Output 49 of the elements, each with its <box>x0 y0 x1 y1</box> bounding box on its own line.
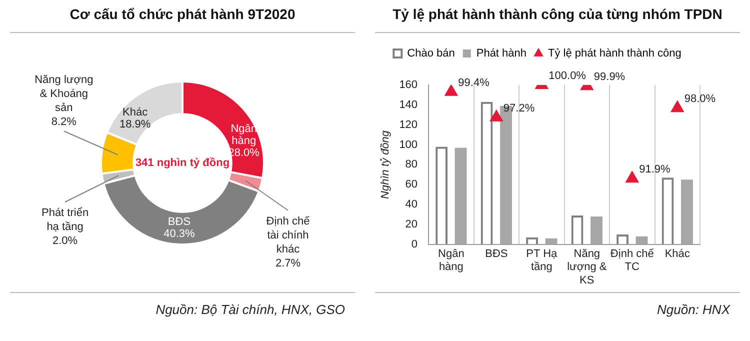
slice-label: BĐS <box>168 216 191 228</box>
x-tick-label: Định chế TC <box>610 248 654 274</box>
y-tick-label: 20 <box>405 218 418 231</box>
text: Nguồn: HNX <box>657 302 730 317</box>
x-tick-label: Năng lượng & KS <box>567 248 608 286</box>
text: 341 nghìn tỷ đồng <box>135 157 230 170</box>
data-label: 100.0% <box>548 70 586 82</box>
x-tick-label: BĐS <box>485 248 508 260</box>
y-tick-label: 160 <box>399 79 418 92</box>
data-label: 99.9% <box>594 71 626 84</box>
y-axis-title: Nghìn tỷ đồng <box>380 130 392 199</box>
data-label: 8.2% <box>51 116 77 128</box>
data-label: 91.9% <box>639 164 671 176</box>
y-tick-label: 80 <box>405 158 418 171</box>
point <box>670 100 684 112</box>
y-tick-label: 100 <box>399 138 418 151</box>
y-tick-label: 120 <box>399 118 418 131</box>
bar <box>590 216 602 244</box>
chart-title: Tỷ lệ phát hành thành công của từng nhóm TPDN <box>392 6 724 22</box>
y-tick-label: 0 <box>411 238 418 250</box>
x-tick-label: Ngân hàng <box>438 248 464 274</box>
legend-label: Phát hành <box>476 48 527 60</box>
x-tick-label: Khác <box>664 248 690 260</box>
point <box>626 171 639 183</box>
y-tick-label: 40 <box>405 198 418 211</box>
slice-label: Phát triển hạ tầng <box>41 207 89 234</box>
bar <box>636 236 648 244</box>
bar <box>454 148 467 244</box>
bar <box>681 180 693 244</box>
x-tick-label: PT Hạ tầng <box>526 248 558 274</box>
y-tick-label: 140 <box>399 98 418 111</box>
slice-label: Ngân hàng <box>230 122 257 147</box>
slice-label: Định chế tài chính khác <box>266 215 310 256</box>
slice-label: Năng lượng & Khoáng sản <box>34 74 94 114</box>
text: Nguồn: Bộ Tài chính, HNX, GSO <box>156 302 345 317</box>
legend-label: Chào bán <box>407 48 455 60</box>
point <box>490 110 503 122</box>
chart-title: Cơ cấu tổ chức phát hành 9T2020 <box>68 6 296 22</box>
data-label: 40.3% <box>164 228 196 240</box>
legend-label: Tỷ lệ phát hành thành công <box>548 48 682 60</box>
data-label: 98.0% <box>684 93 716 106</box>
slice-label: Khác <box>122 106 148 118</box>
data-label: 2.0% <box>52 235 78 248</box>
y-tick-label: 60 <box>405 178 418 191</box>
point <box>444 85 458 96</box>
data-label: 2.7% <box>275 257 301 270</box>
data-label: 99.4% <box>458 76 490 89</box>
data-label: 97.2% <box>503 102 535 114</box>
data-label: 18.9% <box>119 118 151 130</box>
